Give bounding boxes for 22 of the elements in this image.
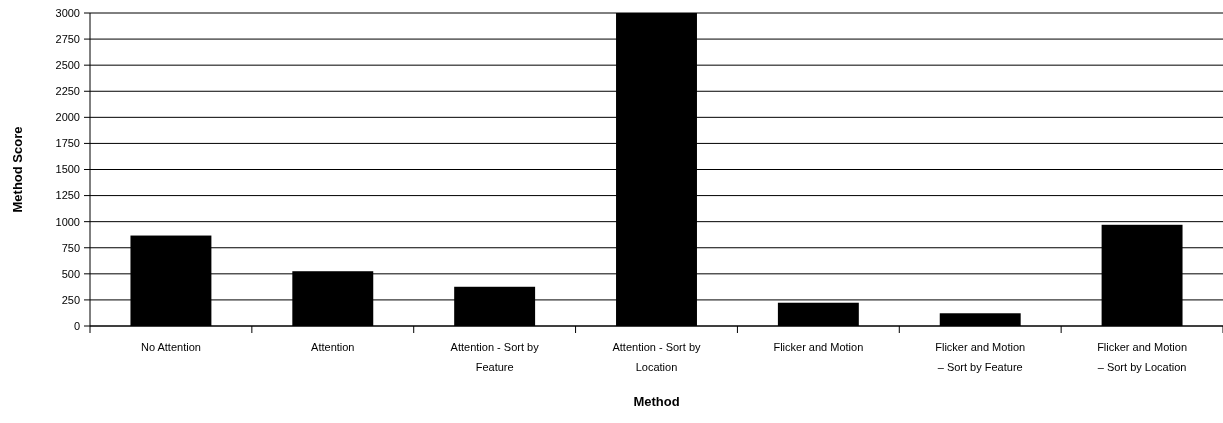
y-tick-label: 500 xyxy=(61,267,80,280)
y-tick-label: 1000 xyxy=(55,215,80,228)
y-tick-label: 1250 xyxy=(55,189,80,202)
x-tick-label: Flicker and Motion xyxy=(773,341,864,353)
x-axis-title: Method xyxy=(633,394,680,409)
y-tick-label: 1750 xyxy=(55,137,80,150)
x-tick-label: Flicker and Motion – Sort by Location xyxy=(1097,341,1188,373)
y-tick-label: 2250 xyxy=(55,85,80,98)
y-tick-label: 3000 xyxy=(55,6,80,19)
y-tick-label: 0 xyxy=(73,319,80,332)
y-tick-label: 2750 xyxy=(55,32,80,45)
y-tick-label: 2000 xyxy=(55,111,80,124)
x-tick-label: Attention xyxy=(311,341,355,353)
y-axis-title: Method Score xyxy=(10,126,25,213)
y-tick-label: 2500 xyxy=(55,59,80,72)
x-tick-label: No Attention xyxy=(140,341,201,353)
y-tick-label: 250 xyxy=(61,293,80,306)
x-tick-label: Flicker and Motion – Sort by Feature xyxy=(935,341,1026,373)
y-tick-label: 750 xyxy=(61,241,80,254)
x-tick-label: Attention - Sort by Location xyxy=(612,341,702,373)
y-tick-label: 1500 xyxy=(55,163,80,176)
x-tick-label: Attention - Sort by Feature xyxy=(450,341,540,373)
